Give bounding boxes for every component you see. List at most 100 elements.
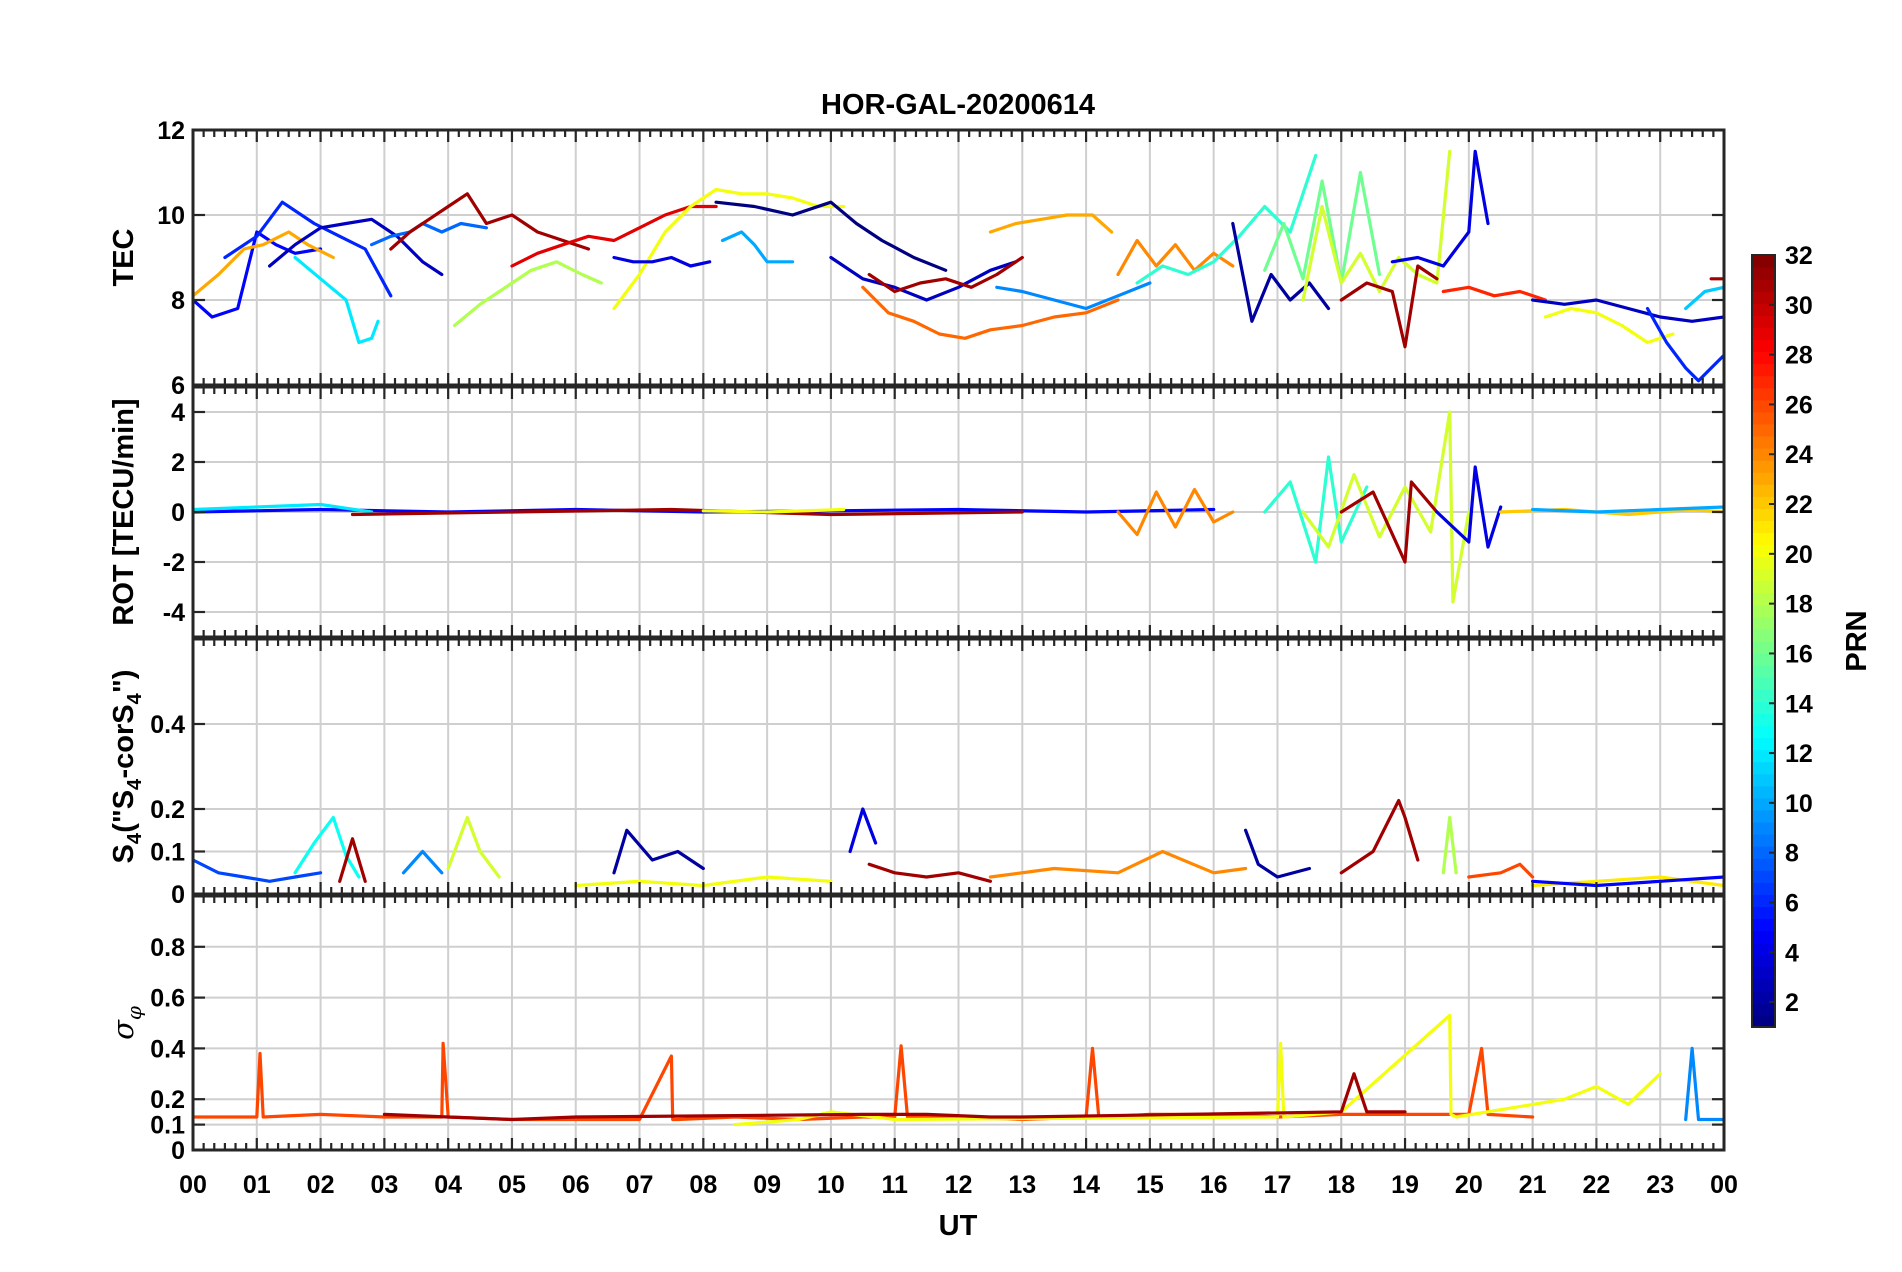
x-tick-label: 04: [434, 1171, 462, 1199]
series-prn-31-6: [389, 192, 591, 251]
y-tick-label: 6: [171, 372, 185, 400]
colorbar-segment: [1752, 291, 1775, 304]
series-prn-13-1: [293, 815, 361, 879]
colorbar-tick-label: 4: [1785, 939, 1799, 967]
series-prn-18-12: [1441, 815, 1458, 875]
panel-3: 0 0.1 0.2 0.4S4 ("S4 -corS4 "): [108, 637, 1726, 909]
y-tick-label: 0.1: [150, 839, 185, 867]
panel-2: -4 -2 0 2 4 ROT [TECU/min]: [108, 385, 1726, 639]
colorbar-segment: [1752, 677, 1775, 690]
colorbar-segment: [1752, 930, 1775, 944]
colorbar-segment: [1752, 568, 1775, 582]
series-prn-23-3: [193, 230, 335, 298]
colorbar-tick-label: 24: [1785, 441, 1813, 469]
colorbar-segment: [1752, 363, 1775, 377]
series-prn-18-7: [452, 260, 603, 328]
y-tick-label: 0.2: [150, 1086, 185, 1114]
colorbar-segment: [1752, 387, 1775, 401]
colorbar-segment: [1752, 1014, 1775, 1028]
series-prn-20-9: [612, 187, 846, 311]
x-tick-label: 00: [179, 1171, 207, 1199]
y-tick-label: 0.8: [150, 934, 185, 962]
x-tick-label: 15: [1136, 1171, 1164, 1199]
colorbar-segment: [1752, 628, 1775, 642]
colorbar-segment: [1752, 882, 1775, 895]
x-tick-label: 21: [1519, 1171, 1547, 1199]
colorbar-segment: [1752, 339, 1775, 353]
x-tick-label: 05: [498, 1171, 526, 1199]
colorbar-tick-label: 12: [1785, 740, 1813, 768]
colorbar-segment: [1752, 978, 1775, 992]
colorbar-segment: [1752, 858, 1775, 871]
series-prn-4-8: [1435, 465, 1503, 549]
colorbar-segment: [1752, 870, 1775, 883]
panel-4: 00.10.2 0.4 0.6 0.8 σφ: [106, 894, 1726, 1165]
x-tick-label: 06: [562, 1171, 590, 1199]
y-axis-label: S4 ("S4 -corS4 "): [108, 670, 146, 864]
panel-1: 6 8 10 12 TEC: [108, 117, 1726, 400]
colorbar-segment: [1752, 641, 1775, 654]
y-axis-label-text: TEC: [108, 228, 140, 286]
y-tick-label: 8: [171, 287, 185, 315]
series-prn-6-28: [1645, 306, 1724, 383]
series-prn-24-9: [988, 849, 1248, 879]
colorbar-segment: [1752, 653, 1775, 666]
y-axis-label-text: ROT [TECU/min]: [108, 398, 140, 625]
y-tick-label: 0.4: [150, 711, 185, 739]
colorbar-segment: [1752, 809, 1775, 823]
x-tick-label: 17: [1264, 1171, 1292, 1199]
colorbar-segment: [1752, 423, 1775, 437]
colorbar-segment: [1752, 592, 1775, 606]
panel-frame: [191, 128, 1726, 387]
x-tick-label: 19: [1391, 1171, 1419, 1199]
colorbar-tick-label: 6: [1785, 889, 1799, 917]
colorbar-tick-label: 20: [1785, 541, 1813, 569]
colorbar-segment: [1752, 448, 1775, 461]
x-tick-label: 11: [881, 1171, 908, 1199]
colorbar-segment: [1752, 435, 1775, 449]
x-tick-label: 18: [1327, 1171, 1355, 1199]
series-prn-2-10: [1243, 828, 1312, 879]
colorbar-segment: [1752, 966, 1775, 980]
series-prn-31-8: [867, 862, 993, 883]
series-prn-26-13: [1467, 862, 1535, 879]
colorbar-segment: [1752, 834, 1775, 847]
colorbar-tick-label: 28: [1785, 342, 1813, 370]
colorbar-segment: [1752, 894, 1775, 907]
y-tick-label: 0: [171, 1137, 185, 1165]
y-axis-label: ROT [TECU/min]: [108, 398, 140, 625]
colorbar-frame: [1751, 254, 1776, 1028]
y-tick-label: 4: [171, 399, 185, 427]
colorbar-segment: [1752, 846, 1775, 859]
colorbar-segment: [1752, 689, 1775, 702]
y-axis-label-text: S4 ("S4 -corS4 "): [108, 670, 146, 864]
colorbar-label: PRN: [1841, 610, 1873, 671]
series-prn-19-4: [446, 815, 501, 879]
series-prn-31-2: [338, 837, 367, 883]
x-tick-label: 07: [626, 1171, 654, 1199]
x-tick-label: 16: [1200, 1171, 1228, 1199]
colorbar-segment: [1752, 255, 1775, 268]
series-prn-6-1: [223, 200, 393, 298]
colorbar-tick-label: 2: [1785, 989, 1799, 1017]
series-prn-2-20: [1231, 221, 1331, 323]
x-tick-label: 20: [1455, 1171, 1483, 1199]
y-tick-label: 0.2: [150, 796, 185, 824]
colorbar-segment: [1752, 821, 1775, 835]
colorbar-segment: [1752, 279, 1775, 292]
colorbar-segment: [1752, 303, 1775, 316]
colorbar-segment: [1752, 604, 1775, 618]
series-prn-31-3: [382, 1072, 1407, 1122]
colorbar-segment: [1752, 942, 1775, 956]
series-prn-3-4: [268, 217, 444, 277]
series-prn-10-10: [1530, 505, 1724, 514]
series-prn-7-0: [193, 858, 323, 883]
x-tick-label: 08: [689, 1171, 717, 1199]
figure-title: HOR-GAL-20200614: [821, 89, 1095, 121]
x-tick-label: 09: [753, 1171, 781, 1199]
colorbar-segment: [1752, 472, 1775, 485]
colorbar-segment: [1752, 520, 1775, 534]
colorbar-segment: [1752, 1002, 1775, 1016]
